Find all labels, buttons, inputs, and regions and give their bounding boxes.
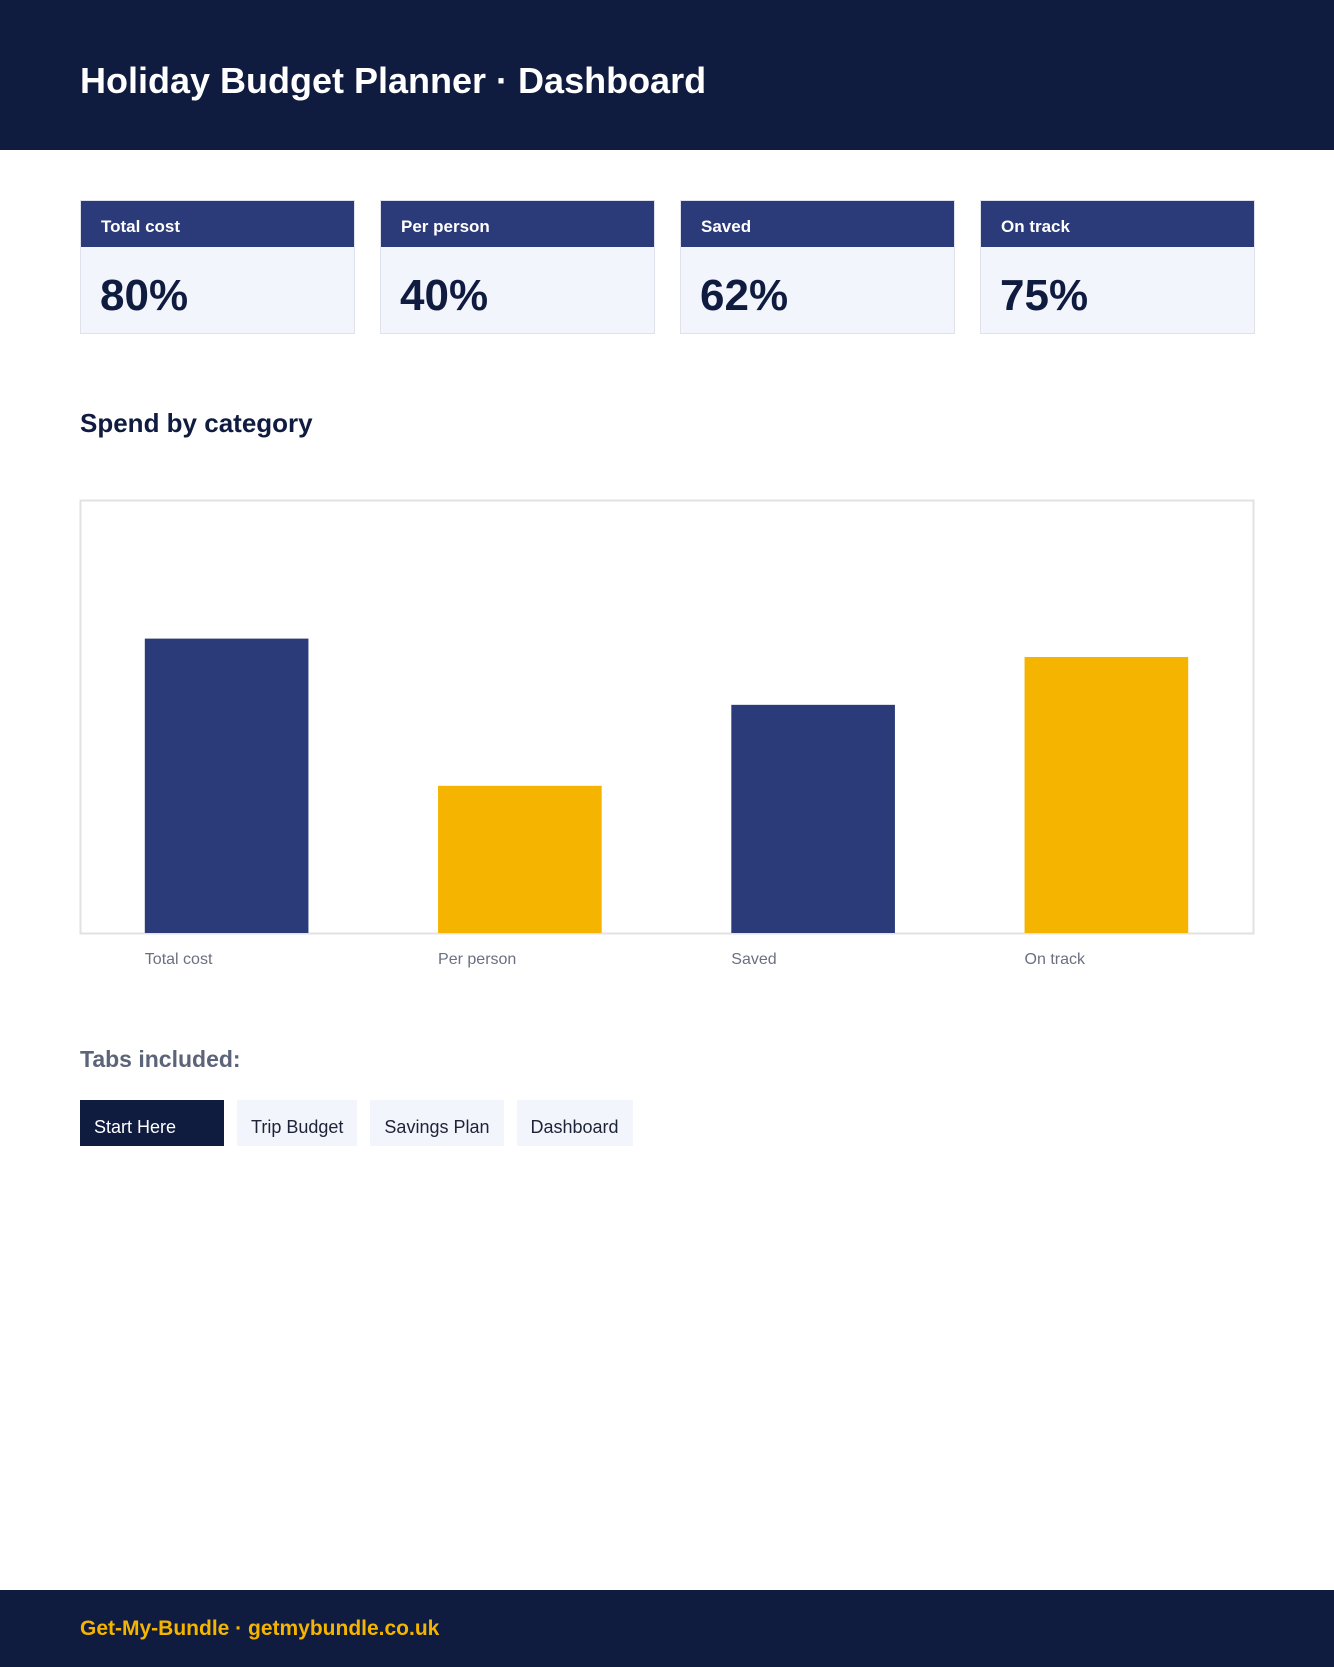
kpi-value: 40% <box>400 271 489 320</box>
kpi-label: Per person <box>381 201 654 247</box>
bar <box>1024 657 1189 933</box>
tab-list: Start Here Trip Budget Savings Plan Dashboa… <box>80 1100 633 1146</box>
bar <box>438 785 602 933</box>
chart-title: Spend by category <box>80 408 313 438</box>
tab[interactable]: Trip Budget <box>237 1100 358 1146</box>
kpi-value: 75% <box>1000 271 1089 320</box>
page-title: Holiday Budget Planner · Dashboard <box>80 60 707 101</box>
footer: Get-My-Bundle · getmybundle.co.uk <box>0 1590 1334 1667</box>
x-tick-label: On track <box>1025 951 1086 968</box>
kpi-value: 80% <box>100 271 189 320</box>
kpi-value: 62% <box>700 271 789 320</box>
kpi-card: Total cost 80% <box>80 200 355 334</box>
footer-text: Get-My-Bundle · getmybundle.co.uk <box>80 1617 440 1640</box>
kpi-card: Per person 40% <box>380 200 655 334</box>
kpi-label: Total cost <box>81 201 354 247</box>
x-tick-label: Total cost <box>145 951 213 968</box>
kpi-card: Saved 62% <box>680 200 955 334</box>
x-tick-label: Per person <box>438 951 516 968</box>
kpi-card: On track 75% <box>980 200 1255 334</box>
tab[interactable]: Savings Plan <box>370 1100 504 1146</box>
chart-frame <box>79 499 1255 935</box>
kpi-label: Saved <box>681 201 954 247</box>
tab[interactable]: Start Here <box>80 1100 225 1146</box>
bar <box>144 638 309 933</box>
bar <box>731 704 895 933</box>
tabs-heading: Tabs included: <box>80 1046 241 1072</box>
kpi-label: On track <box>981 201 1254 247</box>
header: Holiday Budget Planner · Dashboard <box>0 0 1334 150</box>
tab[interactable]: Dashboard <box>516 1100 633 1146</box>
x-tick-label: Saved <box>731 951 776 968</box>
chart: Total cost Per person Saved On track <box>79 499 1255 968</box>
